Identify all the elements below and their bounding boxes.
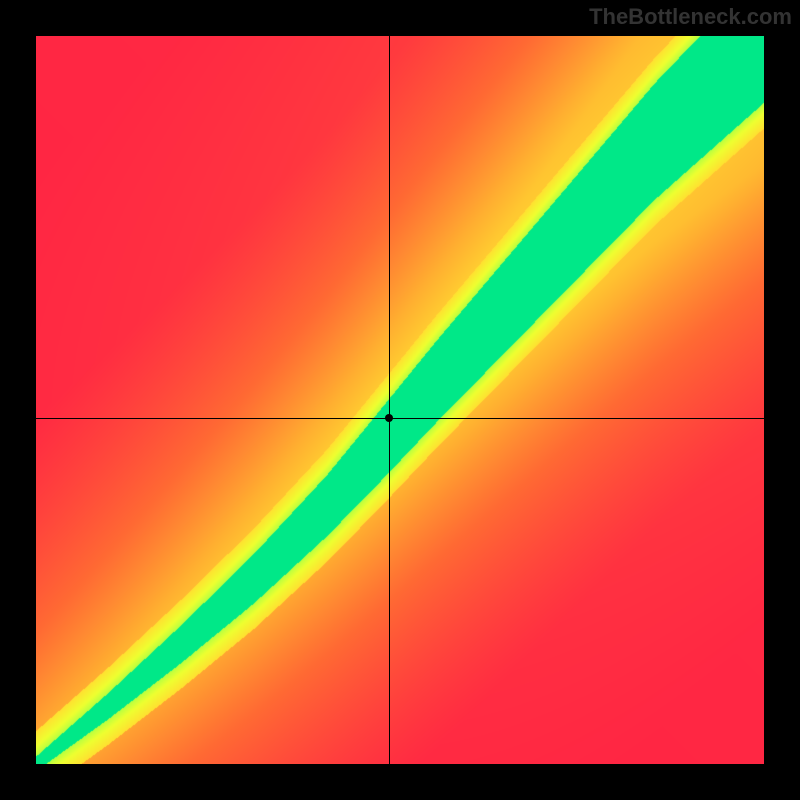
watermark-text: TheBottleneck.com xyxy=(589,4,792,30)
heatmap-plot xyxy=(36,36,764,764)
heatmap-canvas xyxy=(36,36,764,764)
crosshair-vertical xyxy=(389,36,390,764)
crosshair-horizontal xyxy=(36,418,764,419)
marker-dot xyxy=(385,414,393,422)
